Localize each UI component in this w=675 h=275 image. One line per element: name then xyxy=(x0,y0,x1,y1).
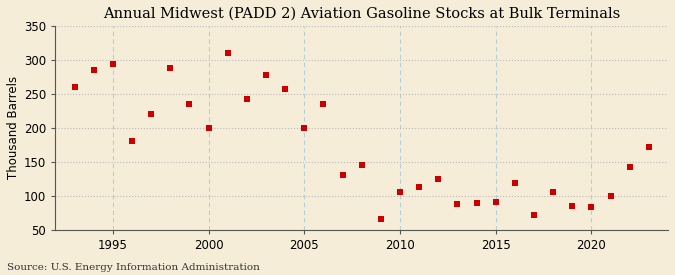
Point xyxy=(548,190,559,194)
Point xyxy=(127,139,138,144)
Point xyxy=(529,212,539,217)
Point xyxy=(510,181,520,186)
Point xyxy=(69,85,80,89)
Point xyxy=(452,202,463,206)
Point xyxy=(624,165,635,169)
Y-axis label: Thousand Barrels: Thousand Barrels xyxy=(7,76,20,180)
Point xyxy=(414,185,425,189)
Point xyxy=(605,193,616,198)
Point xyxy=(222,51,233,56)
Point xyxy=(395,190,406,194)
Point xyxy=(471,201,482,205)
Point xyxy=(567,204,578,208)
Point xyxy=(356,163,367,167)
Point xyxy=(433,177,443,181)
Point xyxy=(242,97,252,102)
Point xyxy=(279,87,290,92)
Point xyxy=(338,173,348,178)
Point xyxy=(146,112,157,117)
Point xyxy=(184,102,195,106)
Point xyxy=(643,145,654,149)
Point xyxy=(318,102,329,106)
Point xyxy=(299,126,310,130)
Point xyxy=(586,205,597,209)
Text: Source: U.S. Energy Information Administration: Source: U.S. Energy Information Administ… xyxy=(7,263,260,272)
Point xyxy=(490,200,501,205)
Point xyxy=(375,217,386,222)
Point xyxy=(107,61,118,66)
Point xyxy=(165,66,176,70)
Title: Annual Midwest (PADD 2) Aviation Gasoline Stocks at Bulk Terminals: Annual Midwest (PADD 2) Aviation Gasolin… xyxy=(103,7,620,21)
Point xyxy=(203,126,214,130)
Point xyxy=(88,68,99,73)
Point xyxy=(261,73,271,77)
